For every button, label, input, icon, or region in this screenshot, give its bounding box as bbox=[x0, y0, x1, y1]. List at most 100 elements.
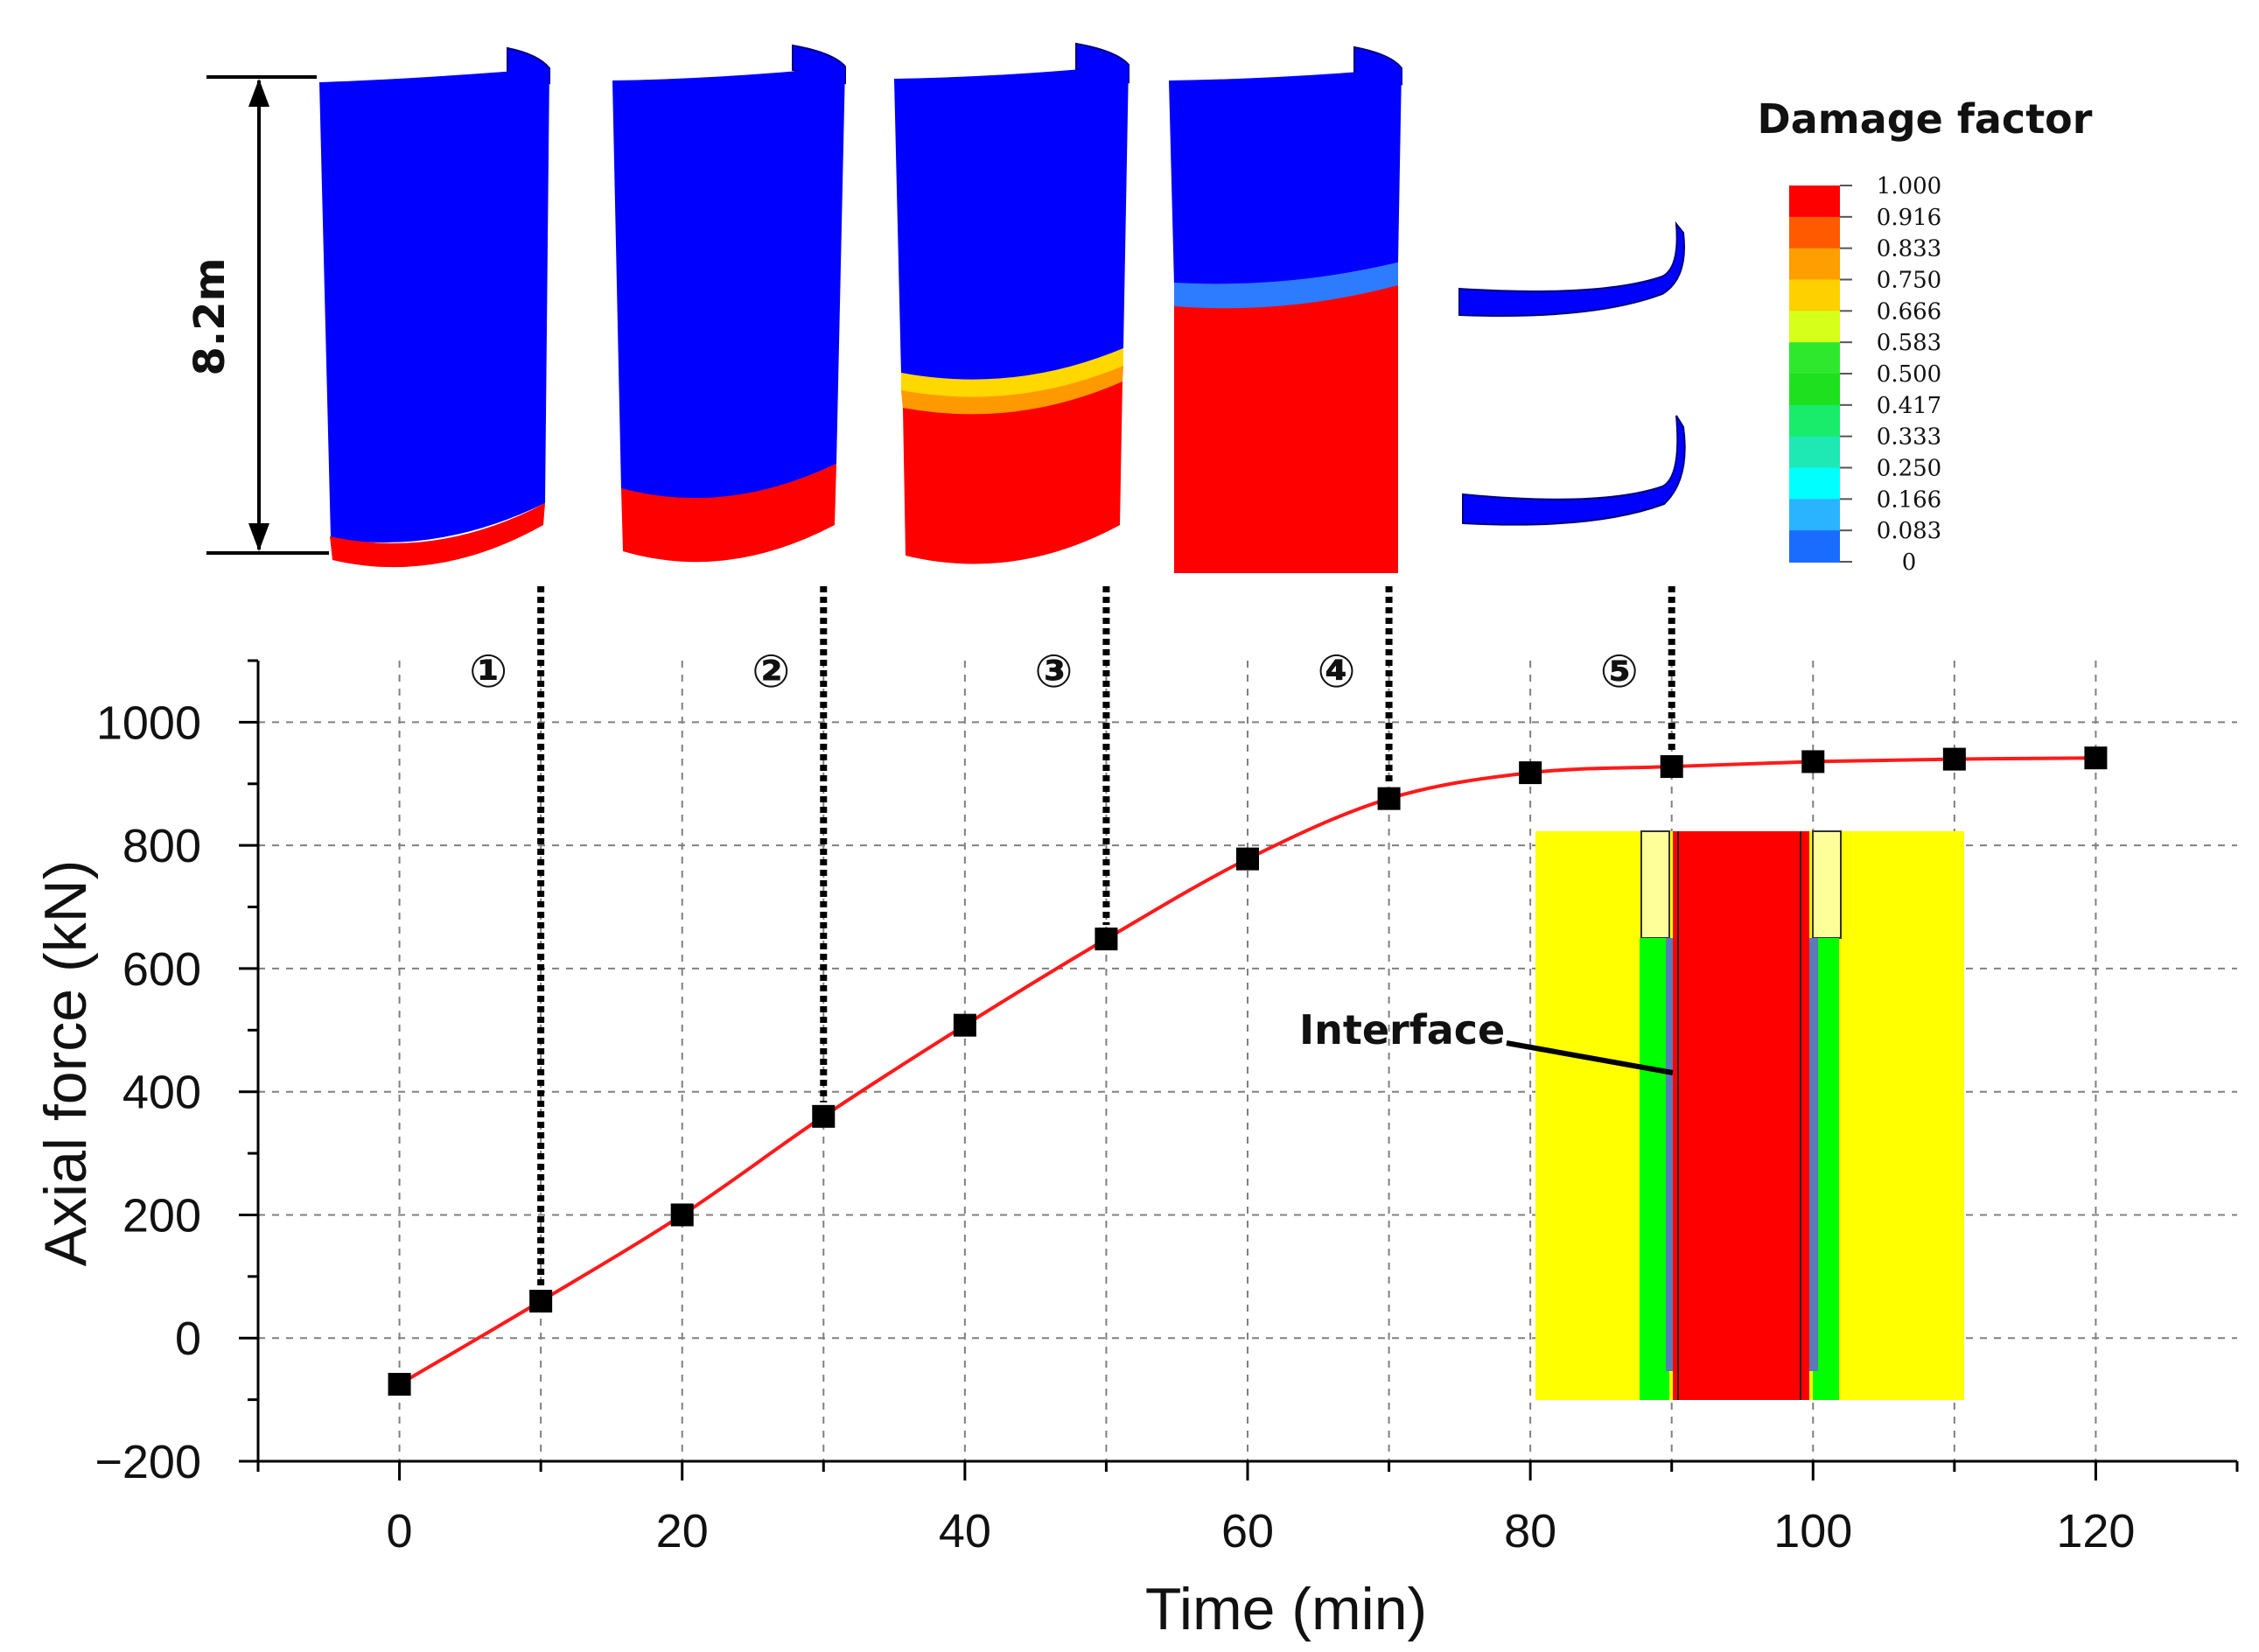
inset-left-interface bbox=[1666, 938, 1675, 1371]
inset-left-notch bbox=[1640, 830, 1670, 939]
height-arrow-down bbox=[248, 523, 269, 551]
stage-label-3: ③ bbox=[1034, 646, 1073, 698]
data-point-90 bbox=[1660, 755, 1683, 779]
cylinder-stage-2 bbox=[612, 44, 846, 563]
legend-label-7: 0.500 bbox=[1877, 361, 1941, 388]
legend-label-10: 0.250 bbox=[1877, 456, 1941, 482]
upper-ring bbox=[1458, 220, 1685, 317]
legend-swatch-12 bbox=[1789, 530, 1840, 563]
data-point-40 bbox=[953, 1013, 976, 1037]
y-tick-label: 0 bbox=[175, 1312, 201, 1365]
data-point-30 bbox=[812, 1104, 836, 1128]
x-tick-label: 120 bbox=[2056, 1505, 2135, 1558]
legend-title: Damage factor bbox=[1758, 95, 2093, 143]
data-point-70 bbox=[1377, 787, 1401, 810]
cylinder-stage-4 bbox=[1169, 46, 1402, 573]
cylinder-stage-1 bbox=[319, 46, 550, 568]
data-point-50 bbox=[1095, 928, 1118, 951]
y-tick-label: 200 bbox=[122, 1189, 201, 1242]
inset-core bbox=[1673, 831, 1809, 1400]
height-label: 8.2m bbox=[185, 257, 234, 375]
x-tick-label: 0 bbox=[387, 1505, 413, 1558]
cylinder-3-damage-band bbox=[903, 382, 1123, 564]
axes bbox=[239, 659, 2239, 1480]
legend-swatch-1 bbox=[1789, 186, 1840, 218]
y-axis-title: Axial force (kN) bbox=[32, 860, 99, 1267]
legend-swatch-6 bbox=[1789, 342, 1840, 374]
stage-label-1: ① bbox=[469, 646, 507, 698]
legend-label-11: 0.166 bbox=[1877, 486, 1941, 513]
inset-left-green bbox=[1640, 938, 1669, 1400]
legend-label-9: 0.333 bbox=[1877, 424, 1941, 451]
legend-swatch-5 bbox=[1789, 311, 1840, 344]
cylinder-4-damage-band bbox=[1174, 285, 1398, 573]
legend-label-2: 0.916 bbox=[1877, 205, 1941, 231]
data-point-80 bbox=[1519, 761, 1542, 785]
legend-swatches bbox=[1789, 186, 1840, 563]
stage-lines bbox=[537, 586, 1675, 1287]
x-tick-label: 20 bbox=[656, 1505, 709, 1558]
legend-label-8: 0.417 bbox=[1877, 393, 1941, 419]
plot-area: Interface ① ② ③ ④ ⑤ 0 20 40 60 80 100 120 −200 0 200 4… bbox=[32, 586, 2239, 1642]
legend-label-13: 0 bbox=[1902, 550, 1917, 576]
data-point-10 bbox=[529, 1290, 553, 1312]
legend-label-3: 0.833 bbox=[1877, 236, 1941, 262]
cylinder-2-body bbox=[612, 66, 845, 499]
x-tick-label: 40 bbox=[939, 1505, 991, 1558]
y-tick-label: 600 bbox=[122, 943, 201, 996]
x-tick-label: 80 bbox=[1504, 1505, 1556, 1558]
x-axis-title: Time (min) bbox=[1145, 1576, 1427, 1642]
legend-label-1: 1.000 bbox=[1877, 173, 1941, 200]
y-tick-label: 800 bbox=[122, 820, 201, 872]
data-point-20 bbox=[670, 1203, 694, 1227]
legend-label-5: 0.666 bbox=[1877, 298, 1941, 325]
cylinder-1-damage-band bbox=[330, 503, 545, 568]
data-point-0 bbox=[388, 1373, 411, 1396]
stage-label-2: ② bbox=[752, 646, 790, 698]
cylinder-stage-3 bbox=[894, 42, 1130, 564]
legend-label-4: 0.750 bbox=[1877, 268, 1941, 294]
inset-right-interface bbox=[1809, 938, 1818, 1371]
cylinder-4-band-light-blue bbox=[1174, 262, 1398, 310]
tick-labels: 0 20 40 60 80 100 120 −200 0 200 400 600 800 1000 bbox=[94, 696, 2135, 1558]
legend-swatch-10 bbox=[1789, 467, 1840, 500]
stage-label-4: ④ bbox=[1318, 646, 1356, 698]
legend-swatch-11 bbox=[1789, 499, 1840, 532]
inset-section: Interface bbox=[1299, 830, 1964, 1400]
legend-label-6: 0.583 bbox=[1877, 330, 1941, 356]
cylinder-2-damage-band bbox=[621, 464, 836, 563]
cylinder-1-body bbox=[319, 68, 549, 542]
data-point-120 bbox=[2084, 746, 2108, 770]
cylinder-3-body bbox=[894, 65, 1129, 381]
y-tick-label: −200 bbox=[94, 1436, 201, 1488]
legend-swatch-4 bbox=[1789, 279, 1840, 312]
fractured-rings bbox=[1458, 220, 1686, 526]
y-tick-label: 400 bbox=[122, 1067, 201, 1119]
series-markers bbox=[388, 746, 2108, 1396]
y-tick-label: 1000 bbox=[96, 696, 201, 749]
cylinder-4-body bbox=[1169, 68, 1402, 285]
stage-label-5: ⑤ bbox=[1600, 646, 1639, 698]
x-tick-label: 60 bbox=[1221, 1505, 1274, 1558]
interface-label: Interface bbox=[1299, 1006, 1505, 1054]
legend-swatch-2 bbox=[1789, 216, 1840, 249]
legend-label-12: 0.083 bbox=[1877, 518, 1941, 544]
data-point-110 bbox=[1942, 747, 1966, 771]
height-arrow-up bbox=[248, 79, 269, 107]
legend-labels: 1.000 0.916 0.833 0.750 0.666 0.583 0.500 0.417… bbox=[1840, 173, 1941, 576]
data-point-100 bbox=[1801, 750, 1825, 774]
legend-swatch-7 bbox=[1789, 374, 1840, 406]
lower-ring bbox=[1462, 415, 1686, 526]
stage-labels: ① ② ③ ④ ⑤ bbox=[469, 646, 1639, 698]
cylinder-3-band-orange bbox=[901, 366, 1123, 416]
damage-legend: Damage factor 1.000 0.916 0.833 0.750 0.666 0… bbox=[1758, 95, 2093, 576]
legend-swatch-8 bbox=[1789, 404, 1840, 438]
legend-swatch-9 bbox=[1789, 436, 1840, 469]
interface-pointer bbox=[1506, 1040, 1674, 1075]
inset-right-notch bbox=[1812, 830, 1842, 939]
damage-cylinders bbox=[319, 42, 1686, 573]
x-tick-label: 100 bbox=[1773, 1505, 1852, 1558]
data-point-60 bbox=[1236, 847, 1259, 871]
legend-swatch-3 bbox=[1789, 248, 1840, 281]
